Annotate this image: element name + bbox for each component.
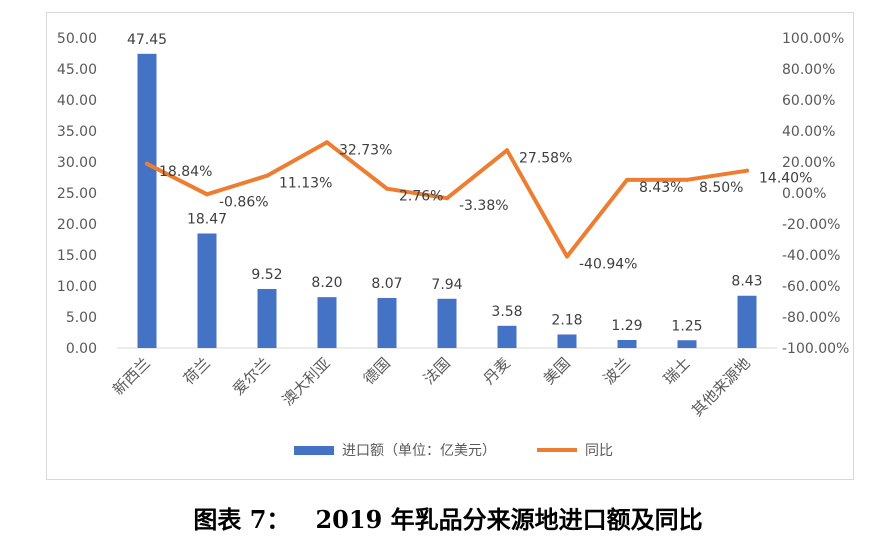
yoy-point-2 (205, 192, 209, 197)
line-data-label: 2.76% (399, 189, 443, 205)
legend-bar-label: 进口额（单位：亿美元） (342, 443, 496, 459)
line-data-label: 8.43% (639, 180, 683, 196)
bar-data-label: 8.43 (731, 274, 762, 290)
figure-caption: 图表 7： 2019 年乳品分来源地进口额及同比 (0, 500, 896, 535)
bar-data-label: 1.25 (671, 318, 702, 334)
x-category-label: 丹麦 (480, 354, 514, 388)
bar-7 (497, 325, 517, 348)
line-data-label: -0.86% (219, 194, 269, 210)
yoy-point-8 (565, 254, 569, 259)
bar-data-label: 7.94 (431, 277, 462, 293)
bar-10 (677, 340, 697, 348)
bar-data-label: 3.58 (491, 304, 522, 320)
bar-data-label: 8.20 (311, 275, 342, 291)
yoy-point-6 (445, 196, 449, 201)
bar-data-label: 2.18 (551, 312, 582, 328)
x-category-label: 波兰 (600, 354, 634, 388)
bar-6 (437, 298, 457, 348)
bar-1 (137, 53, 157, 349)
x-category-label: 其他来源地 (688, 354, 754, 420)
y-left-tick-label: 25.00 (57, 186, 97, 202)
combo-chart: 0.00 5.00 10.00 15.00 20.00 25.00 30.00 35.00 40… (57, 31, 849, 459)
y-left-tick-label: 40.00 (57, 93, 97, 109)
x-category-label: 新西兰 (109, 354, 154, 399)
y-left-tick-label: 50.00 (57, 31, 97, 47)
yoy-point-4 (325, 140, 329, 145)
bar-data-label: 9.52 (251, 267, 282, 283)
y-left-tick-label: 35.00 (57, 124, 97, 140)
line-data-label: 27.58% (519, 150, 572, 166)
y-left-tick-label: 45.00 (57, 62, 97, 78)
bar-data-label: 8.07 (371, 276, 402, 292)
y-right-tick-label: 80.00% (782, 62, 835, 78)
bar-data-label: 18.47 (187, 211, 227, 227)
x-category-label: 德国 (360, 354, 394, 388)
chart-frame: 0.00 5.00 10.00 15.00 20.00 25.00 30.00 35.00 40… (46, 12, 854, 480)
bar-8 (557, 334, 577, 348)
y-right-tick-label: 20.00% (782, 155, 835, 171)
bar-data-label: 47.45 (127, 32, 167, 48)
yoy-point-9 (625, 177, 629, 182)
y-right-tick-label: -40.00% (782, 248, 840, 264)
caption-prefix: 图表 7： (193, 505, 291, 534)
y-left-tick-label: 30.00 (57, 155, 97, 171)
bar-9 (617, 340, 637, 348)
y-right-tick-label: 100.00% (782, 31, 844, 47)
bar-5 (377, 297, 397, 348)
bar-11 (737, 295, 757, 348)
legend-line-label: 同比 (585, 443, 613, 459)
bar-2 (197, 233, 217, 348)
yoy-point-11 (745, 168, 749, 173)
y-left-tick-label: 20.00 (57, 217, 97, 233)
y-left-tick-label: 15.00 (57, 248, 97, 264)
y-right-tick-label: 40.00% (782, 124, 835, 140)
yoy-point-5 (385, 186, 389, 191)
y-left-tick-label: 10.00 (57, 279, 97, 295)
x-category-label: 法国 (420, 354, 454, 388)
x-category-label: 荷兰 (180, 354, 214, 388)
bar-3 (257, 288, 277, 348)
y-right-tick-label: 0.00% (782, 186, 826, 202)
yoy-point-7 (505, 148, 509, 153)
x-category-label: 爱尔兰 (229, 354, 274, 399)
x-category-label: 澳大利亚 (279, 354, 334, 409)
y-right-tick-label: -20.00% (782, 217, 840, 233)
x-category-label: 瑞士 (660, 354, 694, 388)
line-data-label: 14.40% (759, 171, 812, 187)
y-left-tick-label: 0.00 (66, 341, 97, 357)
y-right-tick-label: 60.00% (782, 93, 835, 109)
y-right-tick-label: -80.00% (782, 310, 840, 326)
line-data-label: 18.84% (159, 164, 212, 180)
line-data-label: 8.50% (699, 180, 743, 196)
yoy-point-10 (685, 177, 689, 182)
line-data-label: 11.13% (279, 176, 332, 192)
line-data-label: -40.94% (579, 256, 637, 272)
bar-data-label: 1.29 (611, 318, 642, 334)
y-right-tick-label: -100.00% (782, 341, 849, 357)
y-left-tick-label: 5.00 (66, 310, 97, 326)
legend-bar-swatch (294, 446, 334, 455)
bar-4 (317, 297, 337, 348)
yoy-point-3 (265, 173, 269, 178)
x-category-label: 美国 (540, 354, 574, 388)
y-right-tick-label: -60.00% (782, 279, 840, 295)
yoy-point-1 (145, 161, 149, 166)
line-data-label: 32.73% (339, 142, 392, 158)
line-data-label: -3.38% (459, 198, 509, 214)
caption-text: 2019 年乳品分来源地进口额及同比 (315, 505, 703, 534)
